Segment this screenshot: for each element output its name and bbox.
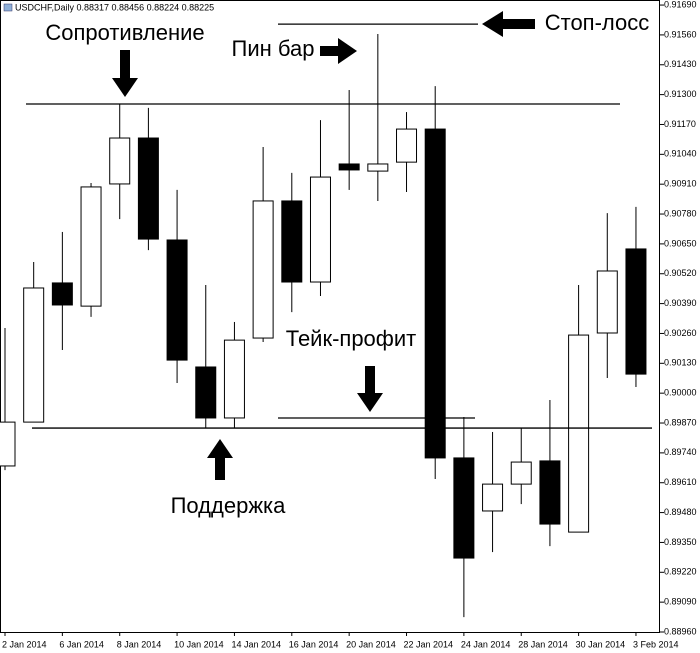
candle-body [281, 200, 303, 283]
annotation: Пин бар [232, 36, 315, 61]
y-tick-label: 0.91040 [664, 149, 697, 159]
x-tick-label: 10 Jan 2014 [174, 639, 224, 649]
chart-header: USDCHF,Daily 0.88317 0.88456 0.88224 0.8… [15, 2, 214, 12]
y-tick-label: 0.90910 [664, 179, 697, 189]
y-tick-label: 0.90130 [664, 358, 697, 368]
annotation: Тейк-профит [286, 326, 417, 351]
y-tick-label: 0.89740 [664, 447, 697, 457]
candle-body [195, 366, 217, 419]
x-tick-label: 22 Jan 2014 [404, 639, 454, 649]
y-tick-label: 0.90650 [664, 238, 697, 248]
candle-body [424, 128, 446, 459]
y-tick-label: 0.90390 [664, 298, 697, 308]
y-tick-label: 0.89870 [664, 417, 697, 427]
y-tick-label: 0.91690 [664, 0, 697, 9]
header-icon [3, 3, 13, 12]
arrow-stop-loss [482, 11, 535, 37]
candle-body [396, 128, 418, 163]
x-tick-label: 16 Jan 2014 [289, 639, 339, 649]
x-tick-label: 14 Jan 2014 [231, 639, 281, 649]
candle-body [137, 137, 159, 240]
annotation: Стоп-лосс [545, 10, 650, 35]
candle-body [338, 163, 360, 171]
y-tick-label: 0.91170 [664, 119, 696, 129]
candle-body [223, 339, 245, 419]
arrow-take-profit [357, 366, 383, 412]
arrows [112, 11, 535, 480]
candle-body [23, 287, 45, 423]
annotation: Поддержка [171, 493, 287, 518]
plot-frame [0, 0, 660, 633]
x-tick-label: 20 Jan 2014 [346, 639, 396, 649]
candle-body [539, 460, 561, 525]
candle-body [510, 461, 532, 485]
x-tick-label: 24 Jan 2014 [461, 639, 511, 649]
candle-body [596, 270, 618, 334]
candle-body [0, 421, 16, 467]
y-tick-label: 0.90260 [664, 328, 697, 338]
candle-body [568, 334, 590, 533]
x-tick-label: 8 Jan 2014 [117, 639, 162, 649]
candle-body [109, 137, 131, 185]
candle-body [80, 186, 102, 307]
candle-body [482, 483, 504, 512]
candle-body [51, 282, 73, 306]
candle-body [625, 248, 647, 375]
x-tick-label: 2 Jan 2014 [2, 639, 47, 649]
arrow-resistance [112, 50, 138, 97]
y-tick-label: 0.89480 [664, 507, 697, 517]
x-tick-label: 30 Jan 2014 [576, 639, 626, 649]
y-tick-label: 0.89090 [664, 597, 697, 607]
y-tick-label: 0.90000 [664, 388, 697, 398]
y-tick-label: 0.91300 [664, 89, 697, 99]
y-tick-label: 0.90520 [664, 268, 697, 278]
candle-body [252, 200, 274, 339]
candle-body [453, 457, 475, 559]
y-tick-label: 0.88960 [664, 626, 697, 636]
y-tick-label: 0.90780 [664, 208, 697, 218]
x-tick-label: 6 Jan 2014 [59, 639, 104, 649]
arrow-pin-bar [320, 38, 357, 64]
x-tick-label: 3 Feb 2014 [633, 639, 679, 649]
x-tick-label: 28 Jan 2014 [518, 639, 568, 649]
y-tick-label: 0.89220 [664, 567, 697, 577]
arrow-support [207, 439, 233, 480]
annotation: Сопротивление [45, 20, 204, 45]
y-tick-label: 0.91430 [664, 59, 697, 69]
y-tick-label: 0.91560 [664, 29, 697, 39]
candle-body [309, 176, 331, 283]
candle-body [166, 239, 188, 361]
candle-body [367, 163, 389, 172]
y-tick-label: 0.89350 [664, 537, 697, 547]
y-tick-label: 0.89610 [664, 477, 697, 487]
